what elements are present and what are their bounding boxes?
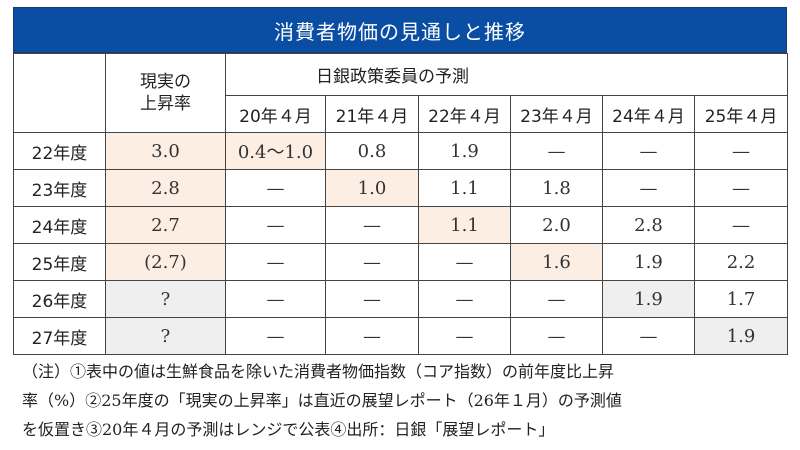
forecast-col-header: 20年４月: [225, 95, 326, 133]
row-label: 22年度: [13, 132, 106, 170]
forecast-cell: —: [325, 317, 419, 355]
table-row: 22年度 3.0 0.4〜1.0 0.8 1.9 — — —: [13, 132, 789, 170]
forecast-col-header: 22年４月: [418, 95, 511, 133]
forecast-cell: 0.4〜1.0: [225, 132, 326, 170]
forecast-cell: 2.8: [602, 206, 695, 244]
footnote: （注）①表中の値は生鮮食品を除いた消費者物価指数（コア指数）の前年度比上昇 率（…: [22, 357, 792, 444]
forecast-cell: —: [602, 317, 695, 355]
forecast-col-header: 23年４月: [510, 95, 603, 133]
actual-cell: 3.0: [105, 132, 226, 170]
forecast-cell: 1.6: [510, 243, 603, 281]
row-label: 23年度: [13, 169, 106, 207]
actual-rate-header-line2: 上昇率: [140, 94, 191, 114]
forecast-col-header: 24年４月: [602, 95, 695, 133]
table-row: 23年度 2.8 — 1.0 1.1 1.8 — —: [13, 169, 789, 207]
forecast-cell: —: [325, 280, 419, 318]
forecast-cell: —: [510, 317, 603, 355]
forecast-cell: 1.9: [418, 132, 511, 170]
forecast-cell: —: [510, 132, 603, 170]
forecast-cell: —: [418, 243, 511, 281]
forecast-cell: —: [602, 169, 695, 207]
forecast-cell: —: [693, 169, 789, 207]
table-title: 消費者物価の見通しと推移: [13, 7, 787, 53]
row-label: 27年度: [13, 317, 106, 355]
forecast-cell: —: [418, 280, 511, 318]
forecast-cell: —: [510, 280, 603, 318]
forecast-cell: 1.9: [602, 243, 695, 281]
corner-cell: [13, 53, 106, 133]
forecast-cell: —: [418, 317, 511, 355]
forecast-cell: 1.0: [325, 169, 419, 207]
forecast-cell: 2.2: [693, 243, 789, 281]
forecast-cell: 1.7: [693, 280, 789, 318]
actual-cell: (2.7): [105, 243, 226, 281]
forecast-cell: 1.1: [418, 169, 511, 207]
forecast-cell: —: [325, 206, 419, 244]
row-label: 24年度: [13, 206, 106, 244]
forecast-cell: 1.9: [602, 280, 695, 318]
forecast-cell: —: [225, 243, 326, 281]
footnote-line: 率（%）②25年度の「現実の上昇率」は直近の展望レポート（26年１月）の予測値: [22, 391, 622, 410]
forecast-cell: 1.9: [693, 317, 789, 355]
actual-cell: 2.8: [105, 169, 226, 207]
forecast-cell: —: [225, 206, 326, 244]
table-row: 25年度 (2.7) — — — 1.6 1.9 2.2: [13, 243, 789, 281]
forecast-cell: 1.8: [510, 169, 603, 207]
forecast-group-header: 日銀政策委員の予測: [224, 53, 789, 96]
row-label: 25年度: [13, 243, 106, 281]
table-row: 24年度 2.7 — — 1.1 2.0 2.8 —: [13, 206, 789, 244]
forecast-cell: —: [225, 317, 326, 355]
actual-cell: 2.7: [105, 206, 226, 244]
table-container: 消費者物価の見通しと推移 現実の 上昇率 日銀政策委員の予測 20年４月 21年…: [13, 7, 789, 355]
footnote-line: （注）①表中の値は生鮮食品を除いた消費者物価指数（コア指数）の前年度比上昇: [22, 362, 615, 381]
forecast-col-header: 21年４月: [325, 95, 419, 133]
actual-cell: ?: [105, 317, 226, 355]
forecast-cell: —: [325, 243, 419, 281]
forecast-cell: —: [225, 169, 326, 207]
forecast-col-header: 25年４月: [693, 95, 789, 133]
actual-rate-header-line1: 現実の: [140, 71, 191, 92]
forecast-cell: —: [225, 280, 326, 318]
forecast-cell: —: [602, 132, 695, 170]
footnote-line: を仮置き③20年４月の予測はレンジで公表④出所：日銀「展望レポート」: [22, 420, 555, 439]
actual-rate-header: 現実の 上昇率: [105, 53, 226, 133]
forecast-cell: 2.0: [510, 206, 603, 244]
row-label: 26年度: [13, 280, 106, 318]
forecast-cell: 0.8: [325, 132, 419, 170]
table-row: 27年度 ? — — — — — 1.9: [13, 317, 789, 355]
cpi-forecast-table: 現実の 上昇率 日銀政策委員の予測 20年４月 21年４月 22年４月 23年４…: [13, 53, 789, 355]
forecast-cell: 1.1: [418, 206, 511, 244]
forecast-cell: —: [693, 206, 789, 244]
actual-cell: ?: [105, 280, 226, 318]
table-row: 26年度 ? — — — — 1.9 1.7: [13, 280, 789, 318]
forecast-cell: —: [693, 132, 789, 170]
